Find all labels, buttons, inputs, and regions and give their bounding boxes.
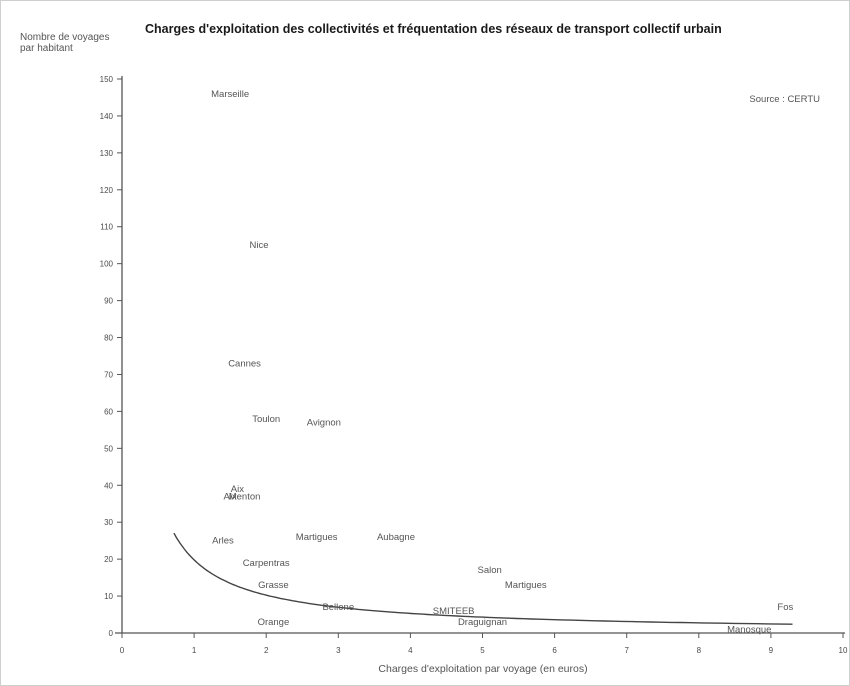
data-point-label: Fos: [777, 602, 793, 613]
y-tick-label: 120: [100, 186, 114, 195]
source-note: Source : CERTU: [749, 94, 820, 105]
x-ticks: 0 1 2 3 4 5 6 7 8 9 10: [120, 633, 848, 655]
x-tick-label: 0: [120, 646, 125, 655]
data-point-label: Marseille: [211, 89, 249, 100]
data-point-label: Nice: [249, 240, 268, 251]
y-axis-label-line-1: Nombre de voyages: [20, 32, 110, 43]
data-point-label: Menton: [229, 491, 261, 502]
data-point-label: Aix: [231, 484, 244, 495]
x-tick-label: 3: [336, 646, 341, 655]
y-tick-label: 40: [104, 481, 113, 490]
data-point-label: SMITEEB: [433, 606, 475, 617]
data-point-label: Martigues: [505, 580, 547, 591]
y-tick-label: 10: [104, 592, 113, 601]
y-axis-label-line-2: par habitant: [20, 43, 73, 54]
chart-title: Charges d'exploitation des collectivités…: [145, 22, 722, 36]
y-ticks: 0 10 20 30 40 50 60 70 80 90 100 110 120 130 140 150: [100, 75, 122, 638]
data-point-label: Salon: [478, 565, 502, 576]
data-point-label: Arles: [212, 536, 234, 547]
y-tick-label: 130: [100, 149, 114, 158]
data-point-label: Avignon: [307, 417, 341, 428]
y-tick-label: 60: [104, 407, 113, 416]
y-tick-label: 80: [104, 334, 113, 343]
y-tick-label: 140: [100, 112, 114, 121]
x-tick-label: 1: [192, 646, 197, 655]
x-tick-label: 9: [769, 646, 774, 655]
data-point-label: Aubagne: [377, 532, 415, 543]
y-tick-label: 100: [100, 260, 114, 269]
data-point-label: Draguignan: [458, 617, 507, 628]
data-point-label: Cannes: [228, 358, 261, 369]
y-tick-label: 30: [104, 518, 113, 527]
data-point-label: Martigues: [296, 532, 338, 543]
data-point-label: Grasse: [258, 580, 289, 591]
x-tick-label: 5: [480, 646, 485, 655]
x-tick-label: 2: [264, 646, 269, 655]
y-tick-label: 20: [104, 555, 113, 564]
x-tick-label: 10: [839, 646, 848, 655]
data-point-label: Aix: [224, 491, 237, 502]
data-point-label: Manosque: [727, 624, 771, 635]
y-tick-label: 150: [100, 75, 114, 84]
x-tick-label: 6: [552, 646, 557, 655]
x-axis-label: Charges d'exploitation par voyage (en eu…: [378, 663, 587, 675]
data-point-label: Orange: [258, 617, 290, 628]
trend-curve: [173, 532, 793, 625]
y-tick-label: 50: [104, 444, 113, 453]
data-point-label: Carpentras: [243, 558, 290, 569]
y-tick-label: 110: [100, 223, 113, 232]
y-tick-label: 90: [104, 297, 113, 306]
x-tick-label: 7: [624, 646, 629, 655]
y-tick-label: 0: [109, 629, 114, 638]
x-tick-label: 4: [408, 646, 413, 655]
y-tick-label: 70: [104, 370, 113, 379]
data-point-label: Toulon: [252, 414, 280, 425]
x-tick-label: 8: [697, 646, 702, 655]
data-point-label: Bellone: [322, 602, 354, 613]
point-labels: Marseille Nice Cannes Toulon Avignon AixAixMe…: [211, 89, 793, 636]
